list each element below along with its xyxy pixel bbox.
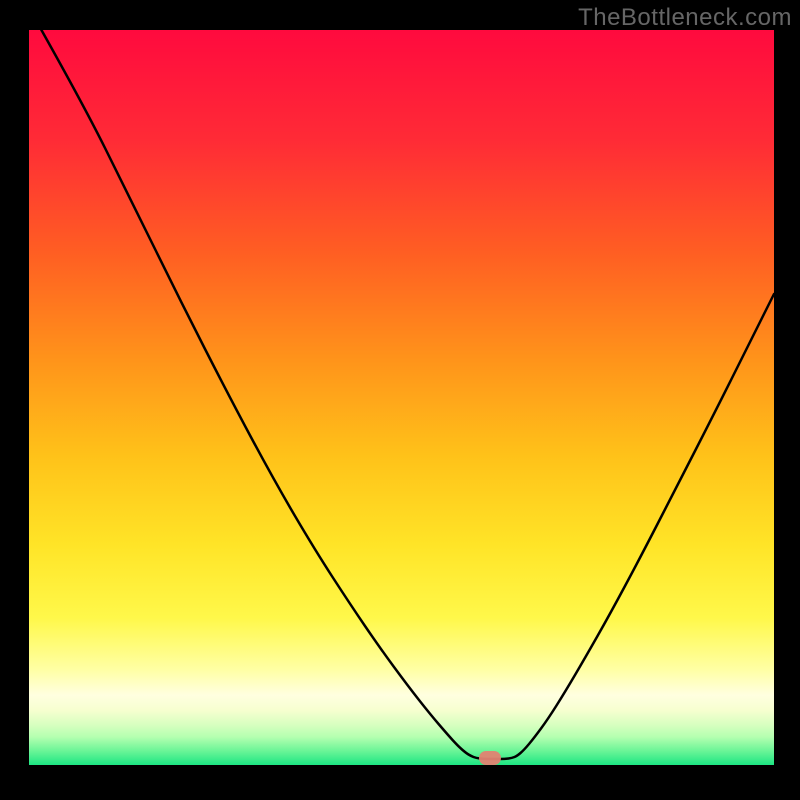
frame-bottom [0,765,800,800]
watermark-text: TheBottleneck.com [578,4,792,32]
optimum-marker [479,751,501,765]
bottleneck-chart [0,0,800,800]
gradient-background [29,30,774,765]
frame-right [774,0,800,800]
chart-container: TheBottleneck.com [0,0,800,800]
frame-left [0,0,29,800]
